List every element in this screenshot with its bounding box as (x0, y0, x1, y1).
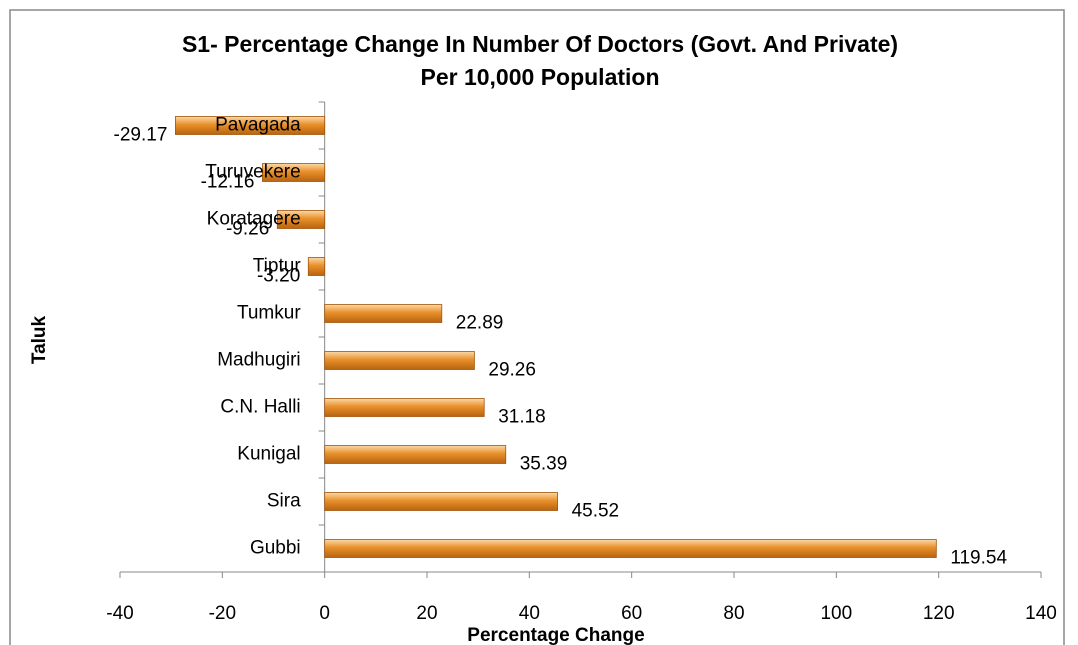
y-tick-label: Sira (267, 491, 301, 512)
y-tick-label: Tumkur (237, 303, 301, 324)
data-label: -3.20 (257, 266, 300, 287)
bar (175, 116, 326, 135)
x-tick-label: -20 (209, 603, 236, 624)
y-tick-label: Madhugiri (217, 350, 300, 371)
bar (324, 351, 475, 370)
data-label: -12.16 (201, 172, 255, 193)
x-tick-label: 140 (1025, 603, 1057, 624)
data-label: 31.18 (498, 407, 546, 428)
y-tick-label: Turuvekere (205, 162, 300, 183)
y-tick-label: Pavagada (215, 115, 301, 136)
x-tick-label: 60 (621, 603, 642, 624)
x-tick-label: 40 (519, 603, 540, 624)
data-label: 29.26 (488, 360, 536, 381)
y-tick-label: Gubbi (250, 538, 301, 559)
y-axis-label: Taluk (29, 315, 50, 364)
data-label: -29.17 (114, 125, 168, 146)
x-tick-label: 80 (723, 603, 744, 624)
bar (324, 492, 558, 511)
data-label: 45.52 (572, 501, 620, 522)
data-label: 22.89 (456, 313, 504, 334)
chart-border (9, 9, 1065, 645)
x-tick-label: 120 (923, 603, 955, 624)
x-tick-label: 20 (416, 603, 437, 624)
data-label: 35.39 (520, 454, 568, 475)
bar (324, 398, 485, 417)
bar (276, 210, 326, 229)
y-tick-label: Koratagere (207, 209, 301, 230)
bar (307, 257, 326, 276)
y-tick-label: C.N. Halli (220, 397, 300, 418)
x-tick-label: 0 (319, 603, 330, 624)
data-label: -9.26 (226, 219, 269, 240)
chart-title: S1- Percentage Change In Number Of Docto… (181, 31, 899, 90)
x-tick-label: 100 (820, 603, 852, 624)
bar (324, 539, 937, 558)
bar (262, 163, 326, 182)
y-tick-label: Tiptur (253, 256, 302, 277)
x-tick-label: -40 (106, 603, 133, 624)
x-axis-label: Percentage Change (467, 625, 644, 645)
data-label: 119.54 (950, 548, 1007, 569)
bar (324, 445, 507, 464)
y-tick-label: Kunigal (237, 444, 300, 465)
bar (324, 304, 443, 323)
